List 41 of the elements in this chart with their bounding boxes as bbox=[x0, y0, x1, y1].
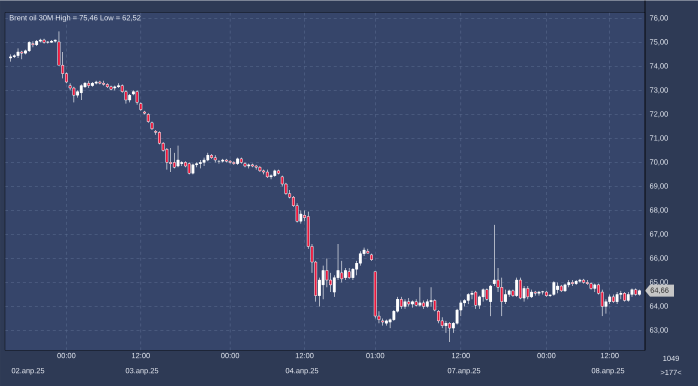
candlestick bbox=[552, 280, 556, 296]
candlestick bbox=[444, 320, 448, 333]
candlestick bbox=[616, 292, 619, 304]
candlestick bbox=[28, 40, 31, 52]
candlestick bbox=[466, 292, 470, 304]
candlestick bbox=[270, 174, 272, 180]
candlestick bbox=[325, 258, 328, 288]
candlestick bbox=[124, 90, 128, 104]
candlestick bbox=[329, 272, 332, 292]
candlestick bbox=[626, 292, 630, 302]
candlestick bbox=[485, 288, 488, 301]
candlestick bbox=[80, 84, 83, 100]
candlestick bbox=[358, 250, 362, 266]
candlestick bbox=[623, 292, 626, 302]
candlestick bbox=[418, 286, 422, 307]
candlestick bbox=[492, 224, 496, 286]
candlestick bbox=[117, 82, 120, 88]
candlestick bbox=[474, 290, 478, 309]
candlestick bbox=[16, 48, 20, 58]
candlestick bbox=[72, 86, 76, 103]
candlestick bbox=[136, 90, 139, 105]
candlestick bbox=[526, 286, 530, 300]
candlestick bbox=[169, 148, 172, 172]
candlestick bbox=[400, 296, 403, 309]
candlestick bbox=[299, 210, 302, 224]
candlestick bbox=[191, 163, 194, 175]
candlestick bbox=[348, 268, 351, 279]
candlestick bbox=[176, 145, 180, 168]
candlestick bbox=[571, 280, 574, 286]
candlestick bbox=[404, 298, 406, 309]
candlestick bbox=[518, 277, 522, 300]
candlestick bbox=[489, 284, 492, 316]
candlestick bbox=[556, 282, 560, 294]
candlestick bbox=[538, 290, 540, 296]
candlestick bbox=[515, 277, 518, 297]
candlestick bbox=[188, 162, 191, 175]
candlestick bbox=[430, 286, 432, 307]
candlestick bbox=[504, 289, 507, 304]
candlestick bbox=[344, 268, 347, 280]
candlestick bbox=[411, 300, 414, 308]
candlestick bbox=[448, 322, 452, 342]
